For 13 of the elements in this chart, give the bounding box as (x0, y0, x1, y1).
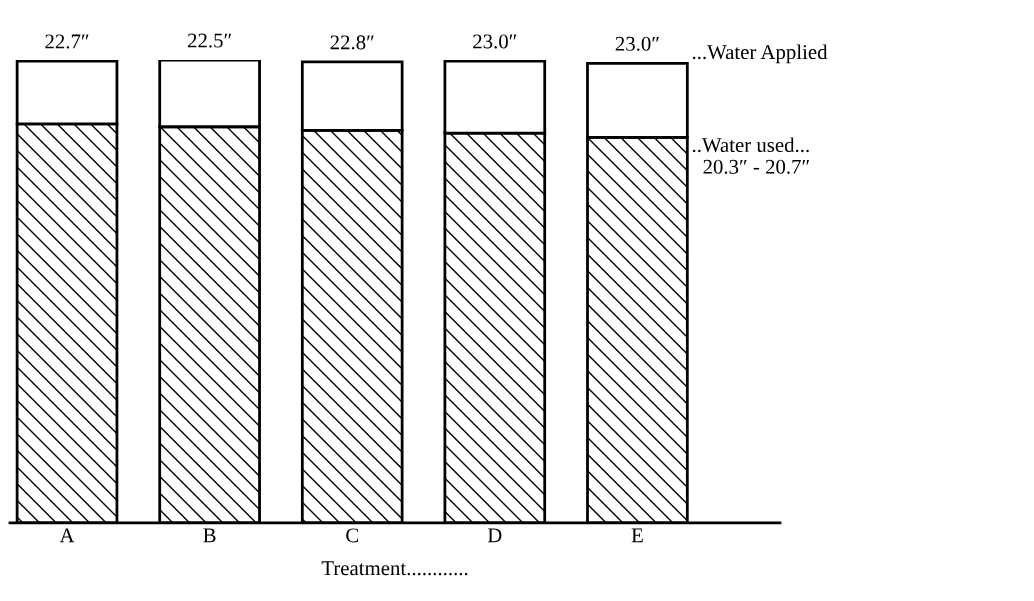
text: 23.0″ (615, 36, 659, 51)
x-tick-label: C (346, 528, 359, 543)
text: 22.5″ (187, 33, 232, 48)
x-tick-label: D (487, 528, 502, 543)
x-axis-title: Treatment............ (321, 561, 468, 576)
text: 23.0″ (473, 34, 517, 49)
annotation: ...Water Applied (692, 44, 828, 64)
text: 22.7″ (45, 34, 89, 49)
x-tick-label: B (203, 528, 216, 543)
x-tick-label: A (59, 528, 75, 543)
text: 22.8″ (330, 35, 374, 50)
x-tick-label: E (631, 528, 643, 543)
annotation: ..Water used... 20.3″ - 20.7″ (692, 137, 810, 174)
